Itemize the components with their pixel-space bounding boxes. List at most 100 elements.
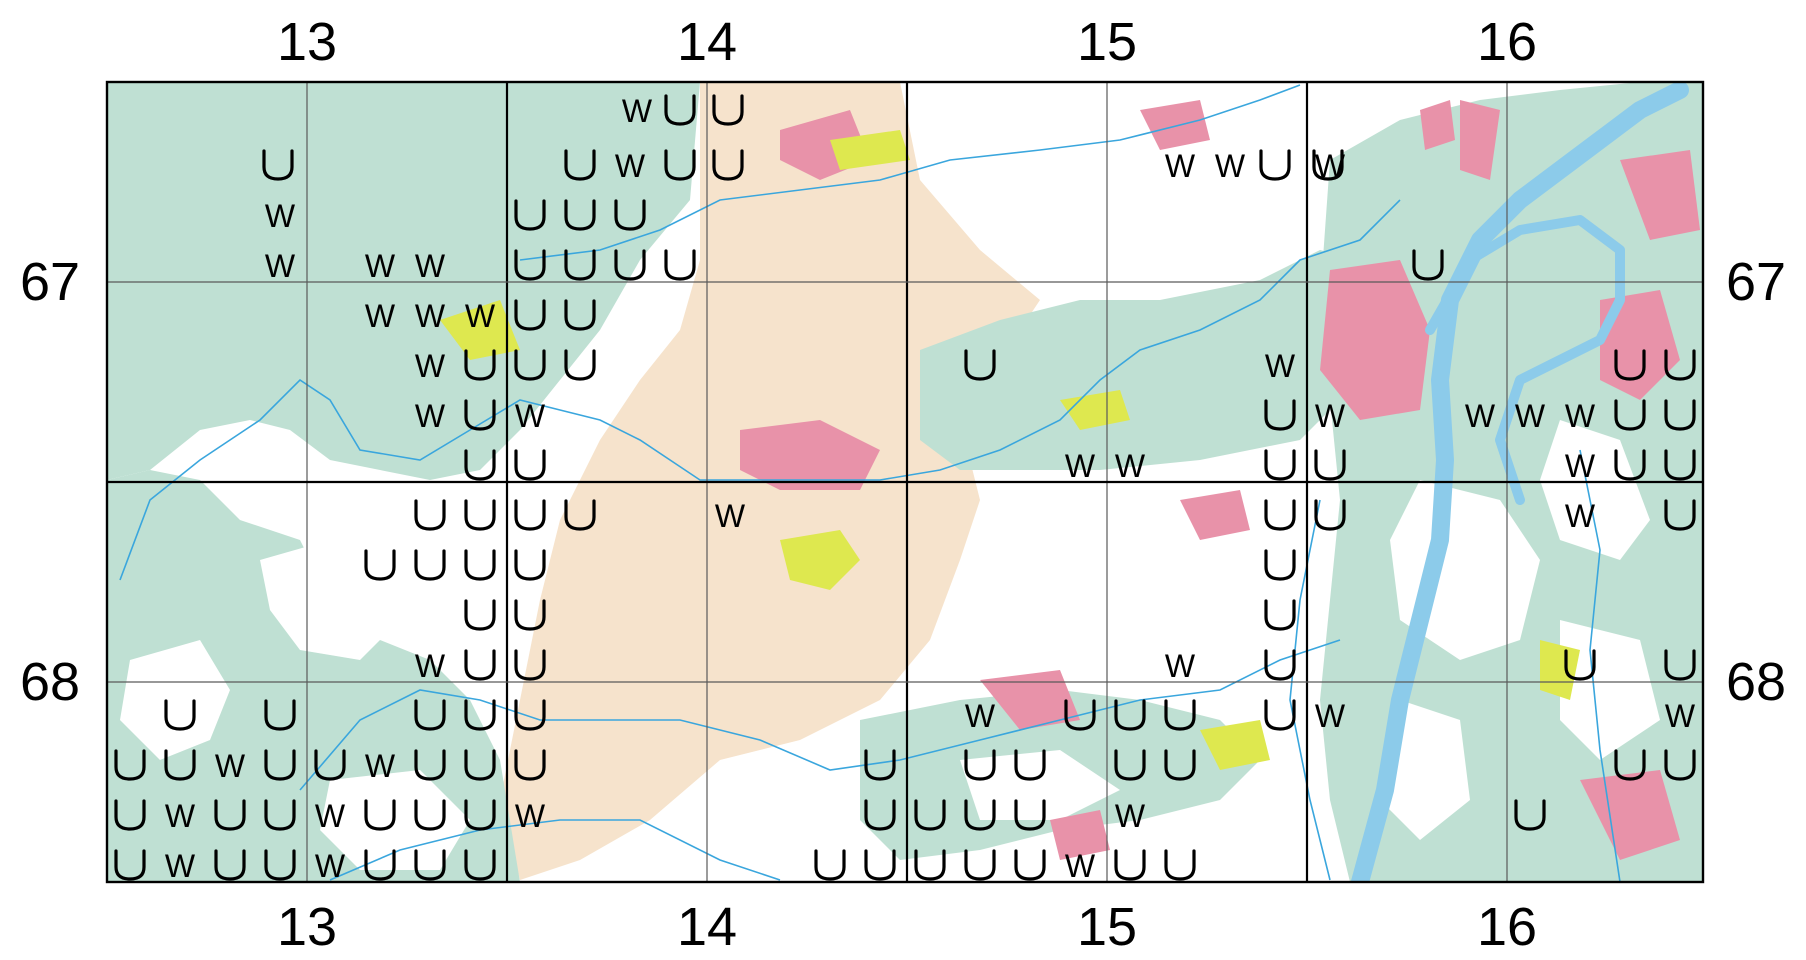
u-symbol bbox=[664, 249, 696, 281]
u-symbol bbox=[664, 149, 696, 181]
y-tick-label-left: 68 bbox=[20, 652, 80, 712]
u-symbol bbox=[864, 849, 896, 881]
u-symbol bbox=[264, 849, 296, 881]
u-symbol bbox=[514, 199, 546, 231]
w-symbol: W bbox=[265, 198, 296, 234]
u-symbol bbox=[414, 549, 446, 581]
u-symbol bbox=[464, 699, 496, 731]
u-symbol bbox=[464, 649, 496, 681]
u-symbol bbox=[364, 549, 396, 581]
u-symbol bbox=[1014, 749, 1046, 781]
u-symbol bbox=[564, 149, 596, 181]
crop-area bbox=[440, 300, 520, 360]
u-symbol bbox=[1664, 499, 1696, 531]
w-symbol: W bbox=[415, 648, 446, 684]
u-symbol bbox=[262, 149, 294, 181]
u-symbol bbox=[1614, 349, 1646, 381]
u-symbol bbox=[414, 499, 446, 531]
w-symbol: W bbox=[515, 798, 546, 834]
x-tick-label-top: 14 bbox=[677, 12, 737, 72]
u-symbol bbox=[464, 549, 496, 581]
u-symbol bbox=[414, 849, 446, 881]
u-symbol bbox=[564, 349, 596, 381]
u-symbol bbox=[514, 649, 546, 681]
w-symbol: W bbox=[1565, 398, 1596, 434]
u-symbol bbox=[1614, 399, 1646, 431]
u-symbol bbox=[314, 749, 346, 781]
u-symbol bbox=[564, 499, 596, 531]
u-symbol bbox=[1264, 699, 1296, 731]
u-symbol bbox=[614, 249, 646, 281]
u-symbol bbox=[514, 499, 546, 531]
urban-area bbox=[1050, 810, 1110, 860]
x-tick-label-bottom: 15 bbox=[1077, 897, 1137, 957]
u-symbol bbox=[564, 249, 596, 281]
grid-lines bbox=[105, 80, 1705, 884]
u-symbol bbox=[564, 299, 596, 331]
w-symbol: W bbox=[415, 248, 446, 284]
u-symbol bbox=[1312, 149, 1344, 181]
u-symbol bbox=[564, 199, 596, 231]
u-symbol bbox=[264, 699, 296, 731]
w-symbol: W bbox=[615, 148, 646, 184]
w-symbol: W bbox=[1265, 348, 1296, 384]
w-symbol: W bbox=[622, 93, 653, 129]
u-symbol bbox=[1014, 849, 1046, 881]
x-tick-label-bottom: 16 bbox=[1477, 897, 1537, 957]
w-symbol: W bbox=[1115, 448, 1146, 484]
crop-area bbox=[830, 130, 910, 170]
u-symbol bbox=[514, 449, 546, 481]
stream bbox=[119, 199, 1401, 581]
w-symbol: W bbox=[415, 298, 446, 334]
u-symbol bbox=[964, 349, 996, 381]
w-symbol: W bbox=[515, 398, 546, 434]
w-symbol: W bbox=[1165, 648, 1196, 684]
w-symbol: W bbox=[1315, 698, 1346, 734]
w-symbol: W bbox=[1115, 798, 1146, 834]
w-symbol: W bbox=[1565, 448, 1596, 484]
w-symbol: W bbox=[715, 498, 746, 534]
u-symbol bbox=[864, 749, 896, 781]
urban-area bbox=[980, 670, 1080, 730]
u-symbol bbox=[464, 349, 496, 381]
u-symbol bbox=[264, 799, 296, 831]
w-symbol: W bbox=[965, 698, 996, 734]
w-symbol: W bbox=[1315, 148, 1346, 184]
u-symbol bbox=[1664, 349, 1696, 381]
w-symbol: W bbox=[1465, 398, 1496, 434]
urban-area bbox=[1320, 260, 1430, 420]
stream bbox=[299, 639, 1341, 791]
w-symbol: W bbox=[1565, 498, 1596, 534]
u-symbol bbox=[614, 199, 646, 231]
u-symbol bbox=[1664, 399, 1696, 431]
y-tick-label-right: 67 bbox=[1726, 252, 1786, 312]
w-symbol: W bbox=[165, 798, 196, 834]
w-symbol: W bbox=[165, 848, 196, 884]
u-symbol bbox=[214, 849, 246, 881]
crop-area bbox=[1200, 720, 1270, 770]
u-symbol bbox=[414, 799, 446, 831]
u-symbol bbox=[214, 799, 246, 831]
w-symbol: W bbox=[1065, 448, 1096, 484]
u-symbol bbox=[164, 699, 196, 731]
u-symbol bbox=[1114, 749, 1146, 781]
urban-area bbox=[1600, 290, 1680, 400]
u-symbol bbox=[1664, 449, 1696, 481]
u-symbol bbox=[1412, 249, 1444, 281]
u-symbol bbox=[914, 799, 946, 831]
u-symbol bbox=[814, 849, 846, 881]
w-symbol: W bbox=[1165, 148, 1196, 184]
stream bbox=[1579, 449, 1621, 882]
u-symbol bbox=[1264, 499, 1296, 531]
u-symbol bbox=[712, 94, 744, 126]
w-symbol: W bbox=[1215, 148, 1246, 184]
u-symbol bbox=[1264, 399, 1296, 431]
stream bbox=[329, 819, 781, 881]
urban-area bbox=[1180, 490, 1250, 540]
u-symbol bbox=[464, 599, 496, 631]
u-symbol bbox=[1164, 699, 1196, 731]
u-symbol bbox=[464, 499, 496, 531]
u-symbol bbox=[1264, 649, 1296, 681]
u-symbol bbox=[514, 749, 546, 781]
u-symbol bbox=[712, 149, 744, 181]
